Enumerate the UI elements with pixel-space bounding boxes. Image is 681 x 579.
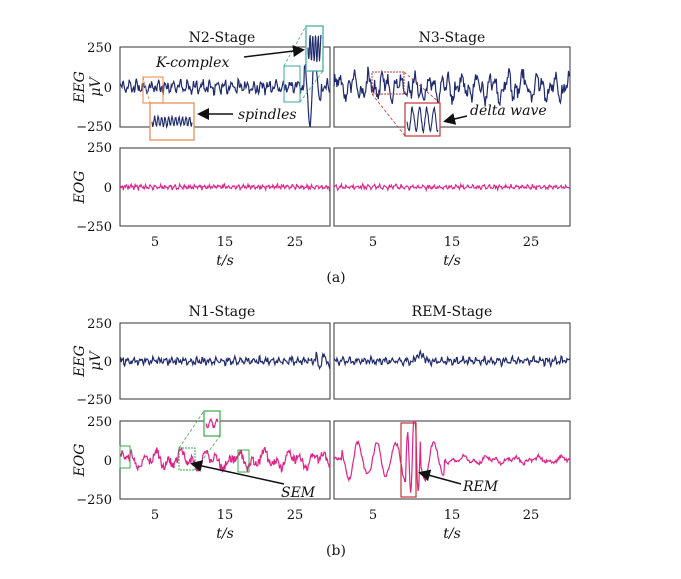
delta-zoom-trace xyxy=(406,105,439,135)
ylabel-b-eeg: EEG xyxy=(72,345,88,378)
sem-arrow xyxy=(190,460,285,485)
series-line-rem-eeg xyxy=(333,348,571,369)
series-line-n3-eog xyxy=(333,181,571,193)
stage-title-rem: REM-Stage xyxy=(412,304,493,320)
xlabel-b-rem: t/s xyxy=(443,526,461,542)
stage-title-n3: N3-Stage xyxy=(419,30,486,46)
panel-b-rem-eeg-frame xyxy=(333,322,571,400)
ytick-b-eog-mid: 0 xyxy=(104,454,112,469)
panel-a-n2-eeg-frame xyxy=(119,46,331,128)
delta-zoom-line-2 xyxy=(403,71,441,104)
xtick-b-rem-5: 5 xyxy=(369,508,377,523)
xtick-a-n2-5: 5 xyxy=(151,235,159,250)
xtick-b-n1-5: 5 xyxy=(151,508,159,523)
kcomplex-zoom-line-2 xyxy=(299,70,324,103)
spindles-label: spindles xyxy=(238,107,297,123)
ytick-a-eog-top: 250 xyxy=(87,141,112,156)
stage-title-n2: N2-Stage xyxy=(189,30,256,46)
stage-title-n1: N1-Stage xyxy=(189,304,256,320)
section-label-b: (b) xyxy=(326,543,346,559)
xtick-b-rem-15: 15 xyxy=(444,508,461,523)
kcomplex-zoom-line-1 xyxy=(283,25,307,67)
xlabel-a-n2: t/s xyxy=(216,253,234,269)
yunit-a-eeg: μV xyxy=(88,76,104,97)
sem-box-3 xyxy=(237,449,250,473)
kcomplex-label: K-complex xyxy=(155,55,229,71)
ylabel-b-eog: EOG xyxy=(72,444,88,478)
sem-box-2 xyxy=(178,447,196,471)
kcomplex-zoom-trace xyxy=(307,34,322,63)
delta-arrow xyxy=(443,113,468,125)
xlabel-a-n3: t/s xyxy=(443,253,461,269)
ytick-b-eeg-mid: 0 xyxy=(104,355,112,370)
delta-source-box xyxy=(371,71,405,95)
panel-a-n2-eog-frame xyxy=(119,147,331,227)
series-line-n1-eog xyxy=(119,446,331,474)
spindles-zoom-line-1 xyxy=(142,76,151,104)
ytick-a-eeg-top: 250 xyxy=(87,41,112,56)
panel-b-rem-eog-frame xyxy=(333,420,571,500)
ytick-a-eeg-bot: −250 xyxy=(76,120,112,135)
ytick-a-eog-mid: 0 xyxy=(104,181,112,196)
xtick-a-n2-25: 25 xyxy=(287,235,304,250)
series-line-n2-eog xyxy=(119,181,331,192)
delta-label: delta wave xyxy=(470,103,547,119)
ytick-b-eog-top: 250 xyxy=(87,415,112,430)
xtick-b-rem-25: 25 xyxy=(523,508,540,523)
panel-a-n3-eeg-frame xyxy=(333,46,571,128)
xtick-a-n3-15: 15 xyxy=(444,235,461,250)
panel-b-n1-eeg-frame xyxy=(119,322,331,400)
ytick-a-eog-bot: −250 xyxy=(76,220,112,235)
rem-arrow xyxy=(418,469,462,485)
series-line-n3-eeg xyxy=(333,66,571,108)
ytick-b-eeg-top: 250 xyxy=(87,317,112,332)
section-label-a: (a) xyxy=(326,270,345,286)
xtick-b-n1-15: 15 xyxy=(217,508,234,523)
series-line-rem-eog xyxy=(333,420,571,493)
xtick-a-n3-25: 25 xyxy=(523,235,540,250)
sem-label: SEM xyxy=(281,485,316,501)
series-line-n1-eeg xyxy=(119,351,331,371)
sem-zoom-line-1 xyxy=(178,410,205,449)
sem-box-1 xyxy=(119,445,131,469)
series-line-n2-eeg xyxy=(119,50,331,128)
kcomplex-source-box xyxy=(283,65,301,103)
panel-a-n3-eog-frame xyxy=(333,147,571,227)
yunit-b-eeg: μV xyxy=(88,350,104,371)
spindles-zoom-trace xyxy=(151,114,193,129)
kcomplex-arrow xyxy=(243,45,305,58)
ytick-a-eeg-mid: 0 xyxy=(104,81,112,96)
ylabel-a-eeg: EEG xyxy=(72,71,88,104)
ytick-b-eeg-bot: −250 xyxy=(76,393,112,408)
ylabel-a-eog: EOG xyxy=(72,171,88,205)
sem-zoom-trace xyxy=(205,417,219,429)
ytick-b-eog-bot: −250 xyxy=(76,493,112,508)
xlabel-b-n1: t/s xyxy=(216,526,234,542)
xtick-b-n1-25: 25 xyxy=(287,508,304,523)
delta-zoom-line-1 xyxy=(371,93,406,137)
xtick-a-n3-5: 5 xyxy=(369,235,377,250)
xtick-a-n2-15: 15 xyxy=(217,235,234,250)
rem-label: REM xyxy=(462,479,499,495)
rem-box xyxy=(400,422,417,498)
